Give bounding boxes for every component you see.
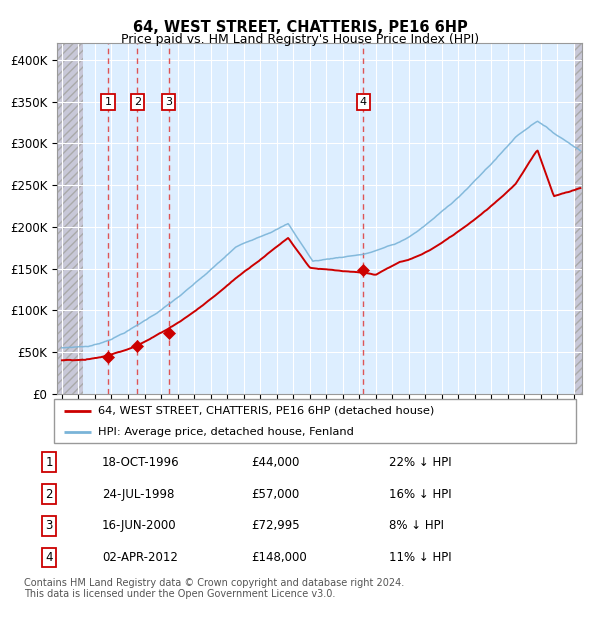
Text: 1: 1 <box>104 97 112 107</box>
Text: £148,000: £148,000 <box>251 551 307 564</box>
Text: 24-JUL-1998: 24-JUL-1998 <box>102 487 174 500</box>
Text: 18-OCT-1996: 18-OCT-1996 <box>102 456 179 469</box>
Text: £72,995: £72,995 <box>251 520 299 533</box>
Text: £57,000: £57,000 <box>251 487 299 500</box>
Text: 16-JUN-2000: 16-JUN-2000 <box>102 520 176 533</box>
Text: 16% ↓ HPI: 16% ↓ HPI <box>389 487 451 500</box>
Text: 4: 4 <box>359 97 367 107</box>
Text: 2: 2 <box>134 97 141 107</box>
Text: 64, WEST STREET, CHATTERIS, PE16 6HP (detached house): 64, WEST STREET, CHATTERIS, PE16 6HP (de… <box>98 405 434 416</box>
Text: 4: 4 <box>46 551 53 564</box>
FancyBboxPatch shape <box>54 399 576 443</box>
Text: Price paid vs. HM Land Registry's House Price Index (HPI): Price paid vs. HM Land Registry's House … <box>121 33 479 46</box>
Text: HPI: Average price, detached house, Fenland: HPI: Average price, detached house, Fenl… <box>98 427 354 437</box>
Text: Contains HM Land Registry data © Crown copyright and database right 2024.
This d: Contains HM Land Registry data © Crown c… <box>24 578 404 600</box>
Text: 8% ↓ HPI: 8% ↓ HPI <box>389 520 444 533</box>
Text: 22% ↓ HPI: 22% ↓ HPI <box>389 456 451 469</box>
Text: 02-APR-2012: 02-APR-2012 <box>102 551 178 564</box>
Text: £44,000: £44,000 <box>251 456 299 469</box>
Text: 2: 2 <box>46 487 53 500</box>
Text: 64, WEST STREET, CHATTERIS, PE16 6HP: 64, WEST STREET, CHATTERIS, PE16 6HP <box>133 20 467 35</box>
Text: 3: 3 <box>46 520 53 533</box>
Text: 1: 1 <box>46 456 53 469</box>
Bar <box>57 43 83 394</box>
Bar <box>574 43 582 394</box>
Text: 3: 3 <box>165 97 172 107</box>
Text: 11% ↓ HPI: 11% ↓ HPI <box>389 551 451 564</box>
